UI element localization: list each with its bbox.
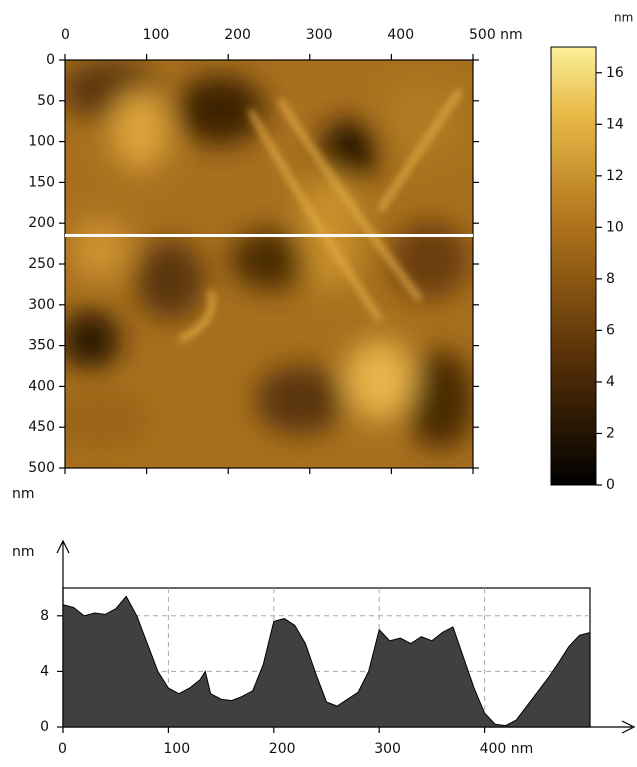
y-tick-label: 150 [28,174,55,190]
colorbar-tick-label: 2 [606,425,615,441]
colorbar-tick-label: 10 [606,219,624,235]
x-tick-label: 400 [387,27,414,43]
colorbar [550,46,597,486]
y-tick-label: 300 [28,297,55,313]
x-tick-label: 200 [224,27,251,43]
y-tick-label: 50 [37,93,55,109]
y-tick-label: 0 [46,52,55,68]
y-tick-label: 200 [28,215,55,231]
x-tick-label: 100 [163,741,190,757]
colorbar-tick-label: 16 [606,65,624,81]
arrow-head [621,720,636,734]
y-axis-label: nm [12,544,35,560]
colorbar-tick-label: 8 [606,271,615,287]
y-tick-label: 400 [28,378,55,394]
y-tick-label: 250 [28,256,55,272]
afm-image [65,60,473,468]
y-tick-label: 4 [40,663,49,679]
colorbar-title: nm [614,11,633,25]
y-tick-label: 8 [40,608,49,624]
y-tick-label: 500 [28,460,55,476]
y-tick-label: 450 [28,419,55,435]
y-tick-label: 0 [40,719,49,735]
x-tick-label: 300 [374,741,401,757]
y-tick-label: 100 [28,134,55,150]
x-tick-label: 400 nm [480,741,534,757]
x-tick-label: 0 [58,741,67,757]
x-tick-label: 300 [306,27,333,43]
arrow-head [56,539,70,554]
colorbar-tick-label: 4 [606,374,615,390]
colorbar-tick-label: 12 [606,168,624,184]
x-tick-label: 200 [269,741,296,757]
colorbar-tick-label: 6 [606,322,615,338]
colorbar-tick-label: 14 [606,116,624,132]
x-tick-label: 100 [143,27,170,43]
profile-area [62,595,591,728]
colorbar-tick-label: 0 [606,477,615,493]
y-axis-label: nm [12,486,35,502]
x-tick-label: 500 nm [469,27,523,43]
y-tick-label: 350 [28,338,55,354]
x-tick-label: 0 [61,27,70,43]
